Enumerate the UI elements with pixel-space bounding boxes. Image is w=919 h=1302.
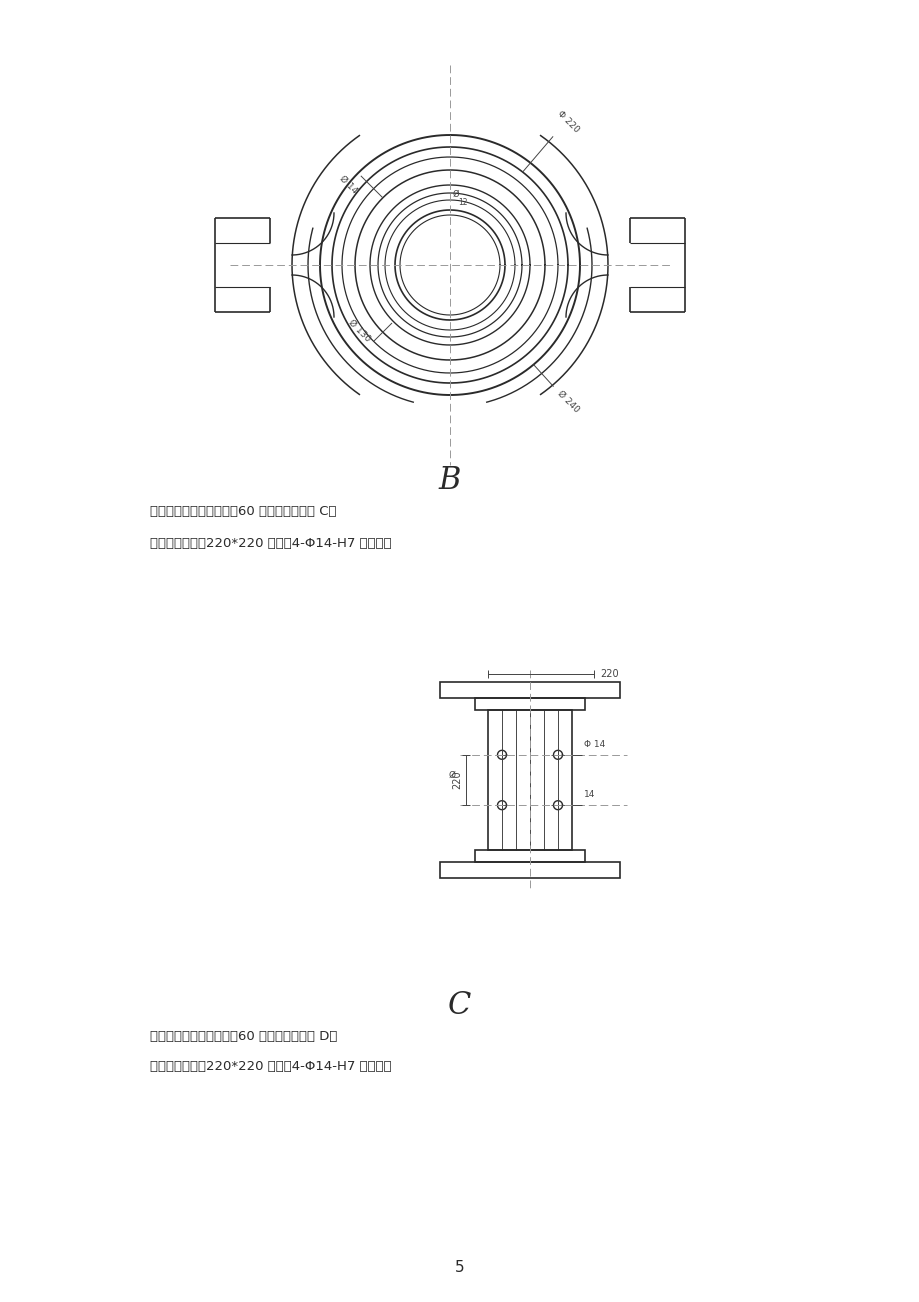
Text: 侧面（左视图：220*220 面铣、4-Φ14-H7 连接孔）: 侧面（左视图：220*220 面铣、4-Φ14-H7 连接孔） <box>150 536 391 549</box>
Text: 220: 220 <box>599 669 618 680</box>
Text: 侧面（右视图：220*220 面铣、4-Φ14-H7 连接孔）: 侧面（右视图：220*220 面铣、4-Φ14-H7 连接孔） <box>150 1060 391 1073</box>
Text: C: C <box>448 990 471 1021</box>
Text: Ø: Ø <box>448 771 455 780</box>
Text: Φ 14: Φ 14 <box>584 740 605 749</box>
Text: Ø 14: Ø 14 <box>337 174 358 195</box>
Bar <box>439 682 619 698</box>
Text: Ø 240: Ø 240 <box>555 388 580 414</box>
Text: 5: 5 <box>455 1260 464 1276</box>
Text: B: B <box>438 465 460 496</box>
Text: 220: 220 <box>451 771 461 789</box>
Text: 14: 14 <box>584 790 595 799</box>
Bar <box>439 862 619 878</box>
Text: Ø: Ø <box>452 190 460 199</box>
Bar <box>474 698 584 710</box>
Bar <box>487 710 572 850</box>
Text: Ø 130: Ø 130 <box>346 318 371 342</box>
Text: Φ 220: Φ 220 <box>554 109 580 134</box>
Text: 加工内容（见零件图纸：60 拖拉机半轴套管 C）: 加工内容（见零件图纸：60 拖拉机半轴套管 C） <box>150 505 336 518</box>
Bar <box>474 850 584 862</box>
Text: 12: 12 <box>458 198 467 207</box>
Text: 加工内容（见零件图纸：60 拖拉机半轴套管 D）: 加工内容（见零件图纸：60 拖拉机半轴套管 D） <box>150 1030 337 1043</box>
